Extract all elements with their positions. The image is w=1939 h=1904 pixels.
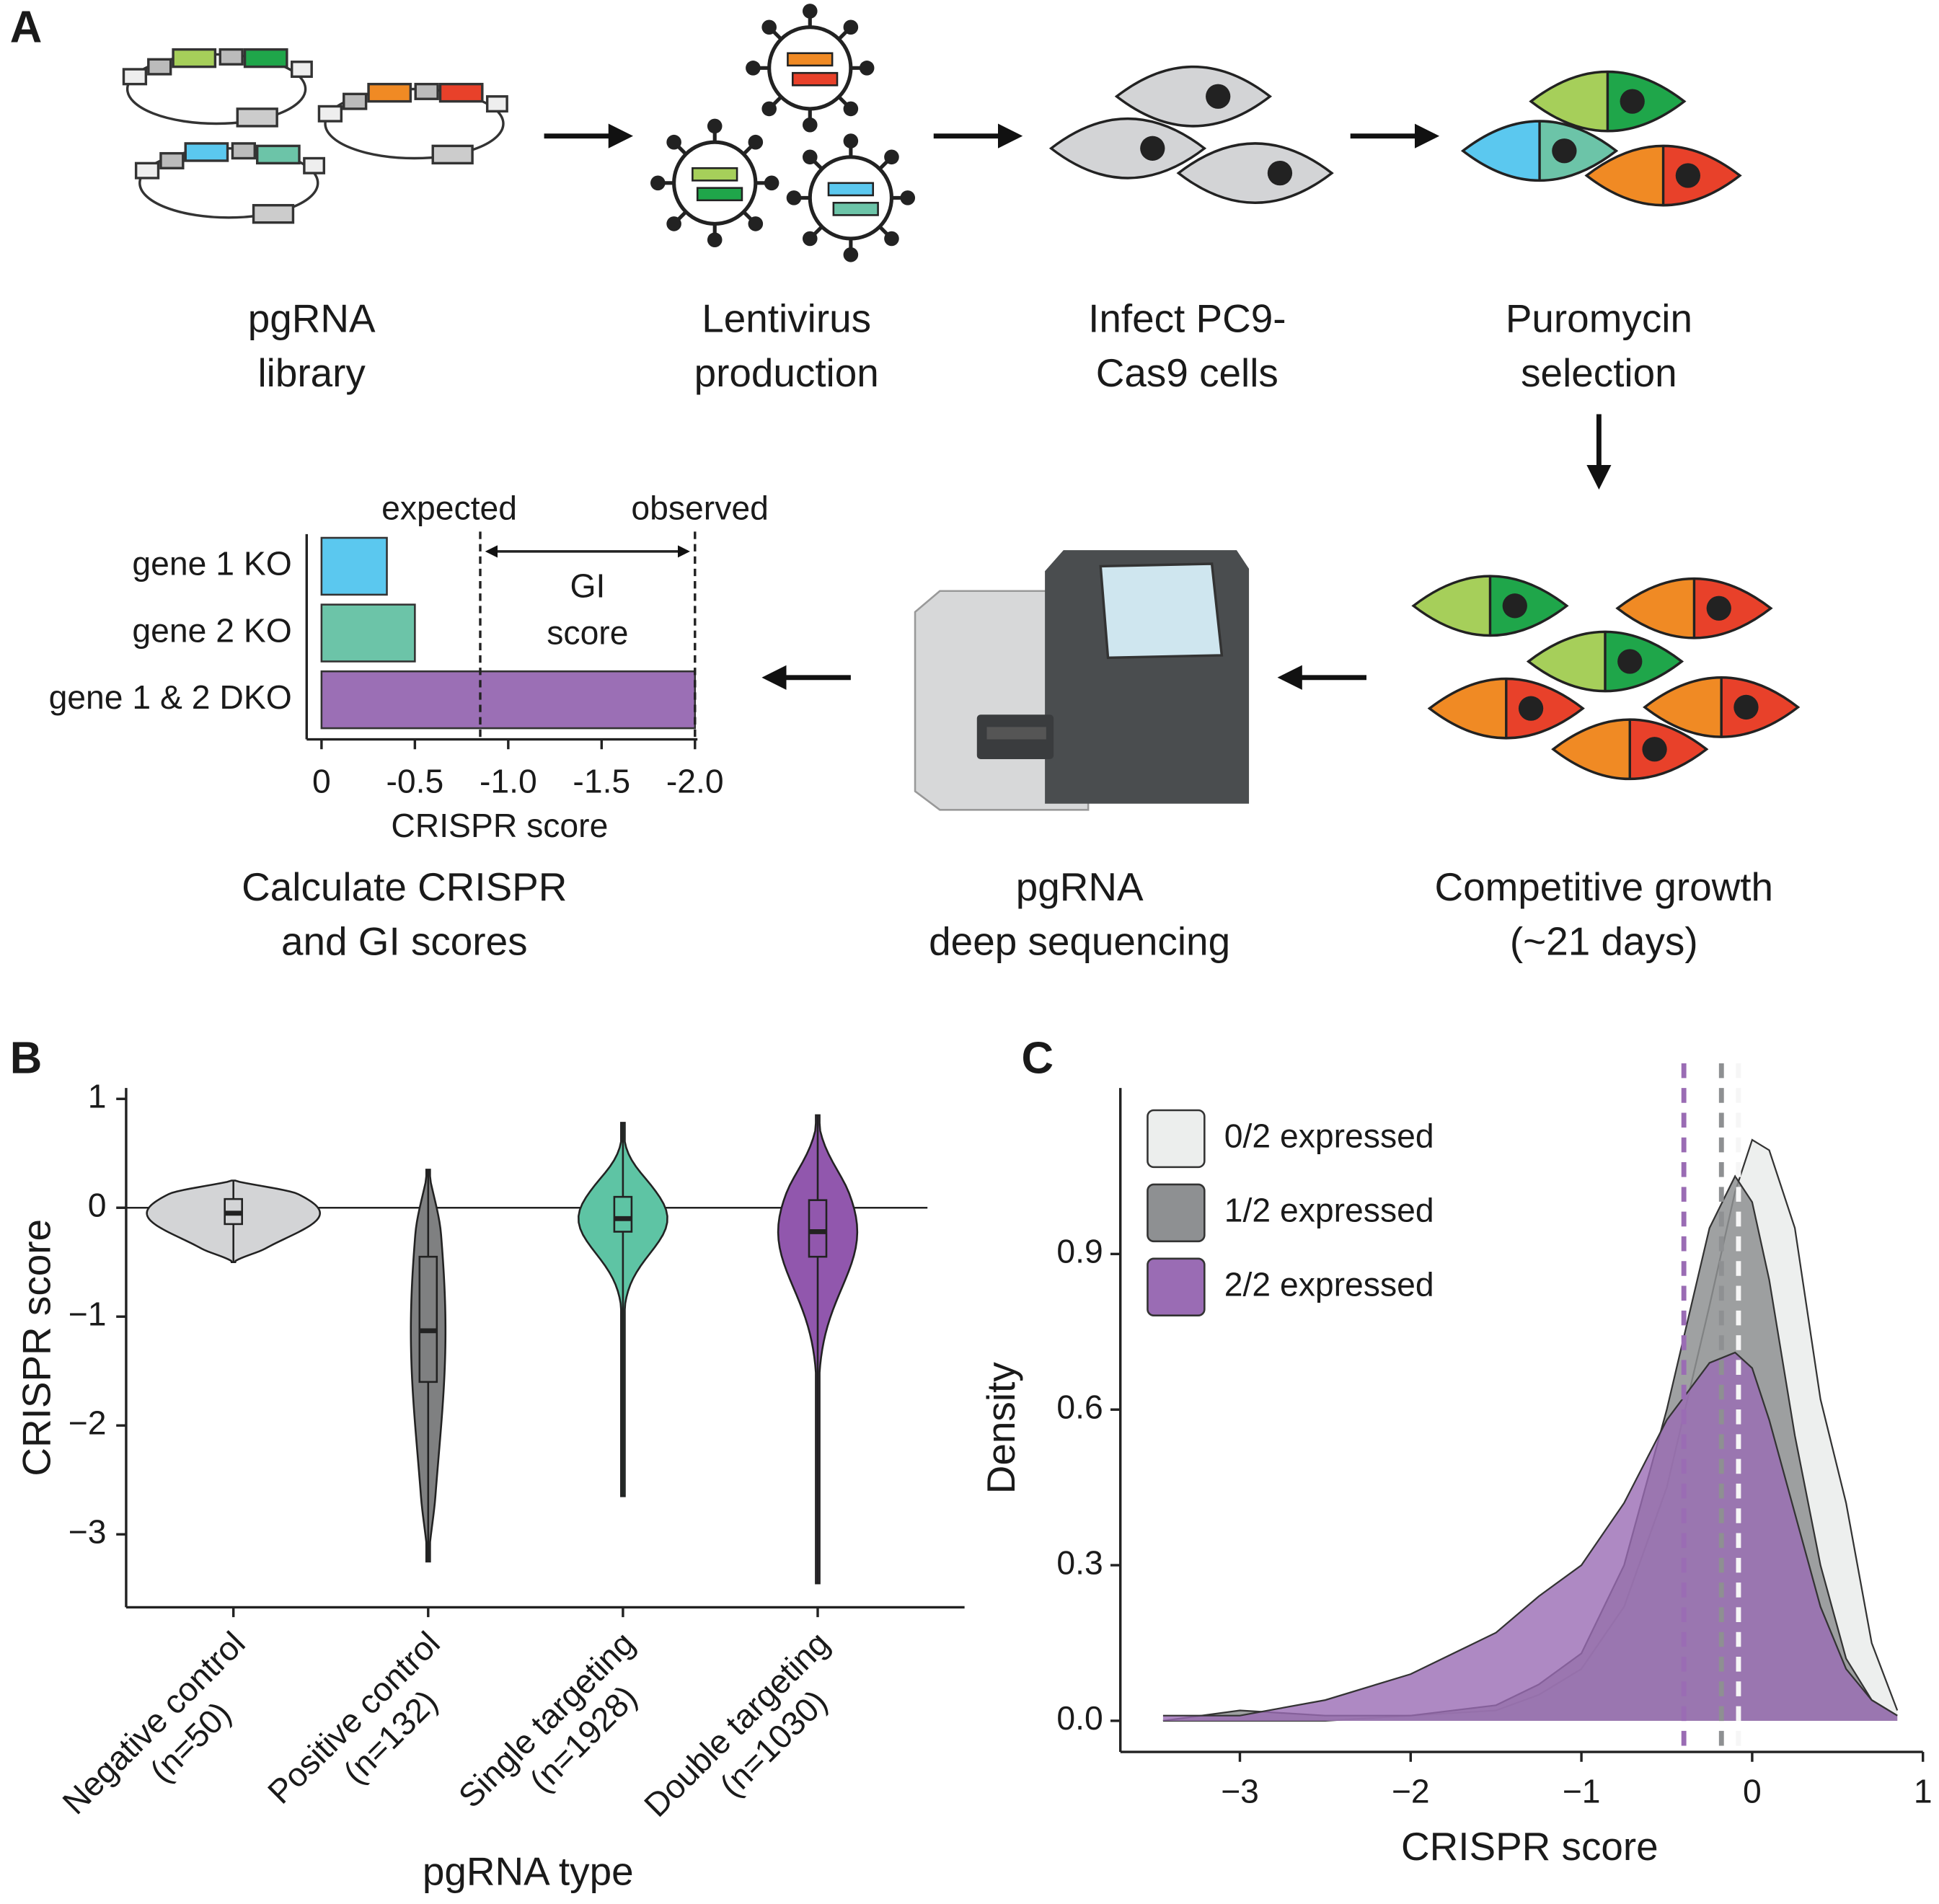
- plasmid: [122, 48, 313, 128]
- legend-swatch: [1147, 1183, 1206, 1243]
- panel-label: B: [10, 1034, 43, 1084]
- step-label: and GI scores: [281, 919, 528, 964]
- x-tick-label: -1.0: [480, 763, 537, 800]
- y-tick-label: 0.9: [1056, 1233, 1103, 1270]
- virus: [650, 119, 779, 247]
- category-label-group: Positive control(n=132): [260, 1624, 447, 1811]
- step-label: (~21 days): [1510, 919, 1698, 964]
- y-tick-label: 0.0: [1056, 1699, 1103, 1737]
- step-label: Competitive growth: [1434, 864, 1773, 909]
- x-tick-label: 0: [1743, 1773, 1762, 1810]
- legend-swatch: [1147, 1109, 1206, 1169]
- panel-label: C: [1022, 1034, 1054, 1084]
- cell: [1413, 544, 1567, 668]
- step-label: Calculate CRISPR: [242, 864, 567, 909]
- axis-title: pgRNA type: [423, 1848, 634, 1893]
- annotation: score: [547, 614, 628, 652]
- sequencer: [914, 550, 1250, 811]
- plasmid: [317, 82, 508, 165]
- axis-title: Density: [979, 1362, 1023, 1494]
- box: [808, 1199, 828, 1258]
- x-tick-label: −1: [1563, 1773, 1601, 1810]
- y-tick-label: 0.3: [1056, 1544, 1103, 1581]
- y-tick-label: −3: [69, 1513, 107, 1550]
- legend-label: 2/2 expressed: [1224, 1265, 1434, 1303]
- category-label-group: Single targeting(n=1928): [451, 1624, 644, 1815]
- x-tick-label: −3: [1221, 1773, 1259, 1810]
- y-tick-label: 0.6: [1056, 1388, 1103, 1425]
- category-label: gene 2 KO: [132, 611, 291, 649]
- x-tick-label: 0: [312, 763, 331, 800]
- cell: [1177, 142, 1333, 204]
- category-label: gene 1 & 2 DKO: [49, 678, 292, 716]
- axis-title: CRISPR score: [391, 807, 608, 844]
- category-label-group: Double targeting(n=1030): [637, 1624, 836, 1824]
- reference-label: observed: [631, 490, 768, 527]
- y-tick-label: −1: [69, 1295, 107, 1332]
- virus: [787, 133, 915, 262]
- axis-title: CRISPR score: [14, 1219, 58, 1476]
- step-label: Cas9 cells: [1096, 350, 1278, 395]
- cell: [1115, 65, 1271, 128]
- x-tick-label: −2: [1392, 1773, 1430, 1810]
- density-line: [1162, 1351, 1898, 1717]
- bar: [320, 536, 388, 596]
- step-label: Puromycin: [1506, 296, 1692, 340]
- y-tick-label: 1: [88, 1077, 107, 1115]
- legend-swatch: [1147, 1257, 1206, 1316]
- step-label: deep sequencing: [929, 919, 1230, 964]
- step-label: library: [257, 350, 366, 395]
- panel-label: A: [10, 2, 43, 52]
- legend-label: 0/2 expressed: [1224, 1117, 1434, 1155]
- density-area: [1162, 1352, 1898, 1721]
- x-tick-label: 1: [1914, 1773, 1933, 1810]
- category-label-group: Negative control(n=50): [55, 1624, 252, 1821]
- step-label: production: [694, 350, 879, 395]
- axis-title: CRISPR score: [1401, 1824, 1658, 1869]
- x-tick-label: -2.0: [666, 763, 724, 800]
- category-label: gene 1 KO: [132, 545, 291, 583]
- bar: [320, 670, 697, 730]
- cell: [1049, 117, 1206, 180]
- x-tick-label: -0.5: [386, 763, 443, 800]
- step-label: selection: [1521, 350, 1677, 395]
- y-tick-label: 0: [88, 1186, 107, 1223]
- virus: [746, 4, 874, 132]
- step-label: Lentivirus: [702, 296, 871, 340]
- step-label: pgRNA: [1016, 864, 1144, 909]
- x-tick-label: -1.5: [573, 763, 630, 800]
- step-label: Infect PC9-: [1088, 296, 1286, 340]
- legend-label: 1/2 expressed: [1224, 1192, 1434, 1229]
- step-label: pgRNA: [248, 296, 376, 340]
- bar: [320, 603, 416, 663]
- plasmid: [134, 142, 326, 224]
- y-tick-label: −2: [69, 1404, 107, 1441]
- box: [613, 1195, 633, 1233]
- reference-label: expected: [381, 490, 517, 527]
- box: [418, 1255, 438, 1383]
- annotation: GI: [570, 567, 605, 605]
